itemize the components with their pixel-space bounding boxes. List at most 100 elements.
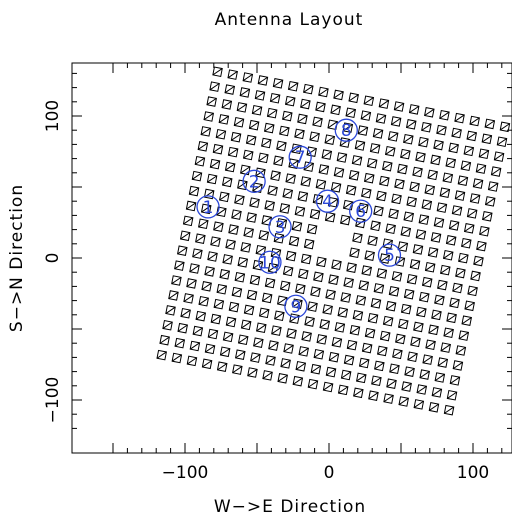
antenna-marker [237, 257, 249, 268]
antenna-marker-diagonal [488, 182, 499, 191]
antenna-marker-box [213, 221, 224, 232]
antenna-marker-diagonal [373, 284, 384, 292]
antenna-marker-diagonal [313, 273, 324, 281]
antenna-marker-box [287, 80, 299, 92]
antenna-marker [475, 163, 487, 174]
antenna-marker [412, 244, 424, 255]
antenna-marker [439, 187, 451, 198]
antenna-marker-diagonal [243, 151, 254, 159]
antenna-marker-diagonal [410, 260, 421, 268]
antenna-marker-box [215, 129, 227, 140]
antenna-marker-box [249, 274, 261, 286]
antenna-marker-diagonal [386, 380, 397, 388]
antenna-marker-diagonal [499, 123, 510, 131]
antenna-marker-diagonal [404, 368, 415, 376]
antenna-marker-box [363, 95, 375, 106]
antenna-marker-diagonal [316, 335, 327, 343]
antenna-marker-box [292, 375, 304, 387]
antenna-marker-box [416, 306, 427, 318]
antenna-marker-diagonal [328, 276, 339, 284]
antenna-marker [255, 322, 267, 334]
antenna-marker-diagonal [440, 266, 451, 274]
antenna-marker [455, 267, 466, 279]
antenna-marker-diagonal [378, 100, 389, 108]
antenna-marker [448, 142, 459, 154]
antenna-marker-box [472, 178, 484, 189]
antenna-marker-diagonal [273, 157, 284, 165]
antenna-marker-diagonal [216, 285, 227, 293]
antenna-marker-diagonal [394, 180, 405, 188]
antenna-marker-diagonal [198, 297, 209, 305]
antenna-marker-diagonal [343, 201, 354, 209]
antenna-marker-diagonal [285, 97, 296, 105]
antenna-marker-diagonal [282, 189, 293, 198]
antenna-marker-diagonal [325, 291, 336, 299]
antenna-marker-diagonal [436, 204, 447, 212]
antenna-marker-diagonal [303, 163, 314, 171]
antenna-marker-box [464, 300, 475, 312]
antenna-marker-box [207, 251, 218, 262]
antenna-marker-box [484, 196, 496, 207]
antenna-marker-box [289, 313, 300, 324]
antenna-marker-diagonal [210, 315, 221, 323]
antenna-marker-diagonal [357, 126, 368, 135]
antenna-marker [234, 349, 246, 360]
antenna-marker-box [312, 116, 323, 128]
antenna-marker-diagonal [391, 195, 402, 203]
antenna-marker-box [389, 363, 400, 375]
antenna-marker-diagonal [382, 162, 393, 170]
antenna-marker-diagonal [171, 354, 182, 362]
antenna-marker-diagonal [403, 213, 414, 221]
antenna-marker-box [379, 175, 390, 187]
antenna-marker [401, 381, 412, 392]
antenna-marker-diagonal [365, 329, 376, 337]
antenna-marker-box [425, 339, 436, 351]
antenna-marker-diagonal [400, 150, 411, 158]
antenna-marker-box [433, 217, 445, 228]
antenna-marker-box [499, 121, 511, 133]
antenna-marker-box [304, 316, 315, 327]
antenna-marker [277, 373, 288, 384]
antenna-marker-diagonal [331, 183, 342, 191]
antenna-marker-diagonal [449, 376, 460, 384]
antenna-marker-box [343, 354, 355, 366]
antenna-marker-diagonal [298, 347, 309, 355]
antenna-marker [266, 107, 278, 119]
antenna-marker-diagonal [470, 194, 481, 203]
antenna-marker-diagonal [197, 142, 208, 150]
antenna-marker [418, 214, 430, 225]
antenna-marker-box [231, 209, 242, 220]
antenna-marker-box [463, 223, 475, 234]
antenna-marker [209, 158, 221, 170]
antenna-marker-box [177, 322, 188, 334]
antenna-marker [430, 154, 441, 166]
antenna-marker-diagonal [371, 377, 382, 385]
antenna-marker [449, 297, 460, 309]
antenna-marker-box [240, 242, 251, 253]
antenna-marker-box [452, 360, 464, 371]
antenna-marker [346, 339, 358, 351]
antenna-marker [469, 193, 481, 204]
antenna-marker-diagonal [470, 272, 481, 280]
antenna-marker-diagonal [373, 129, 384, 138]
antenna-marker-box [405, 119, 417, 130]
antenna-marker-diagonal [262, 294, 273, 302]
antenna-marker-box [418, 136, 429, 148]
antenna-marker [481, 133, 493, 145]
antenna-marker-box [446, 390, 458, 401]
antenna-marker-box [270, 170, 281, 181]
antenna-marker-box [421, 276, 433, 288]
antenna-marker-diagonal [449, 221, 460, 229]
antenna-marker-box [207, 328, 219, 340]
antenna-marker [204, 343, 216, 355]
antenna-marker-box [179, 230, 191, 242]
antenna-marker-diagonal [428, 403, 439, 411]
antenna-marker [343, 354, 355, 366]
antenna-marker [185, 200, 197, 212]
antenna-marker [263, 122, 275, 134]
antenna-marker-box [424, 184, 436, 196]
antenna-marker-diagonal [355, 296, 366, 304]
antenna-marker [393, 101, 405, 112]
antenna-marker-diagonal [212, 68, 223, 76]
antenna-marker [195, 233, 206, 244]
